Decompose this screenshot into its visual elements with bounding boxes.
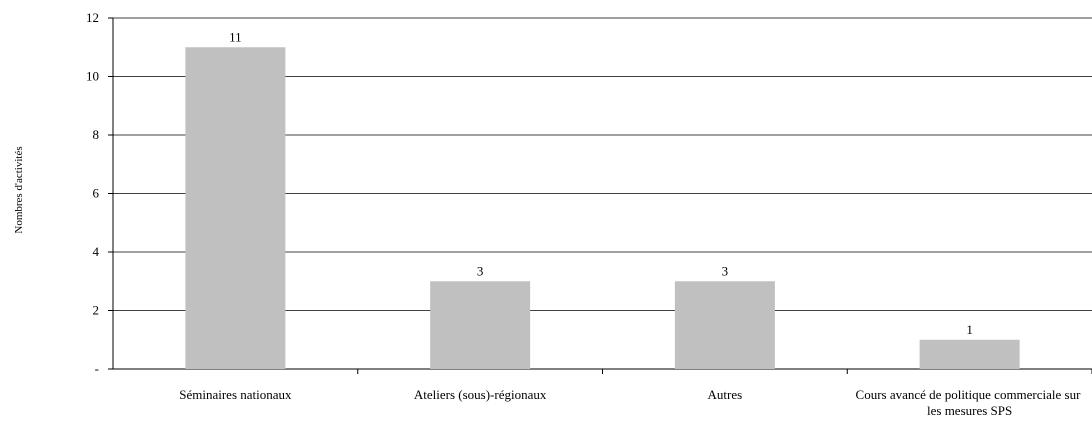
value-label: 1: [966, 322, 973, 337]
bar: [430, 281, 531, 369]
x-tick-label: Séminaires nationaux: [179, 387, 292, 402]
x-tick-label: Cours avancé de politique commerciale su…: [856, 387, 1084, 418]
value-label: 3: [477, 263, 484, 278]
value-label: 3: [722, 263, 729, 278]
bar: [185, 47, 286, 369]
y-axis-label: Nombres d'activités: [13, 146, 25, 233]
x-tick-label: Autres: [708, 387, 743, 402]
bar: [674, 281, 775, 369]
y-tick-label: 4: [93, 244, 100, 259]
y-tick-label: 12: [86, 10, 99, 25]
bar: [919, 339, 1020, 369]
y-tick-label: 8: [93, 127, 100, 142]
y-tick-label: 2: [93, 303, 100, 318]
x-tick-label: Ateliers (sous)-régionaux: [414, 387, 547, 402]
y-tick-label: 6: [93, 186, 100, 201]
value-label: 11: [229, 29, 242, 44]
y-tick-label: -: [95, 361, 99, 376]
y-tick-label: 10: [86, 69, 99, 84]
